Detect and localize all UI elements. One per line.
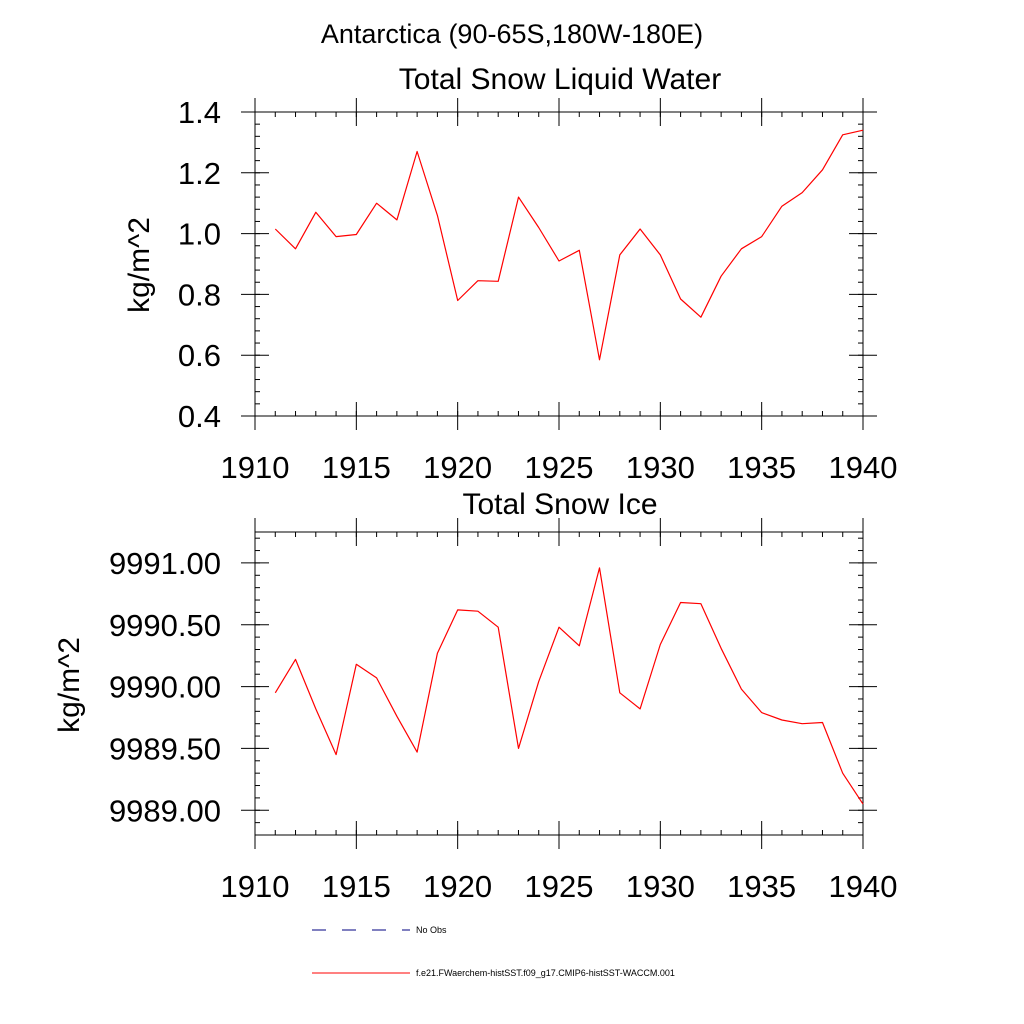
- y-axis-label-snow-ice: kg/m^2: [53, 637, 86, 733]
- x-tick-label: 1920: [423, 869, 492, 904]
- panel-title-liquid-water: Total Snow Liquid Water: [399, 63, 721, 96]
- x-tick-label: 1935: [727, 450, 796, 485]
- x-tick-label: 1930: [626, 869, 695, 904]
- x-tick-label: 1935: [727, 869, 796, 904]
- panel-snow-liquid-water: Total Snow Liquid Water kg/m^2 1910 1915 1…: [123, 63, 897, 485]
- y-tick-label: 9990.50: [109, 608, 221, 643]
- plot-frame: [254, 531, 864, 836]
- y-tick-label: 9991.00: [109, 546, 221, 581]
- y-tick-label: 9989.50: [109, 731, 221, 766]
- legend: No Obs f.e21.FWaerchem-histSST.f09_g17.C…: [312, 925, 675, 978]
- plot-frame: [254, 111, 864, 417]
- panel-snow-ice: Total Snow Ice kg/m^2 1910 1915 1920 1925 19…: [53, 488, 897, 904]
- x-tick-label: 1940: [829, 450, 898, 485]
- series-line: [274, 129, 864, 361]
- x-tick-label: 1920: [423, 450, 492, 485]
- x-tick-label: 1910: [221, 450, 290, 485]
- legend-label-no-obs: No Obs: [416, 925, 447, 935]
- x-tick-label: 1910: [221, 869, 290, 904]
- y-tick-label: 1.0: [178, 217, 221, 252]
- x-tick-label: 1915: [322, 869, 391, 904]
- y-tick-label: 0.6: [178, 338, 221, 373]
- figure-suptitle: Antarctica (90-65S,180W-180E): [321, 19, 703, 49]
- x-tick-label: 1940: [829, 869, 898, 904]
- y-tick-label: 1.4: [178, 95, 221, 130]
- y-tick-label: 0.8: [178, 277, 221, 312]
- x-tick-label: 1925: [525, 869, 594, 904]
- panel-title-snow-ice: Total Snow Ice: [462, 488, 657, 521]
- y-tick-label: 9989.00: [109, 793, 221, 828]
- x-tick-label: 1930: [626, 450, 695, 485]
- series-line: [274, 567, 864, 805]
- x-tick-label: 1915: [322, 450, 391, 485]
- y-tick-label: 9990.00: [109, 670, 221, 705]
- x-tick-label: 1925: [525, 450, 594, 485]
- y-axis-label-liquid-water: kg/m^2: [123, 217, 156, 313]
- y-tick-label: 0.4: [178, 399, 221, 434]
- y-tick-label: 1.2: [178, 156, 221, 191]
- legend-label-model-run: f.e21.FWaerchem-histSST.f09_g17.CMIP6-hi…: [416, 968, 675, 978]
